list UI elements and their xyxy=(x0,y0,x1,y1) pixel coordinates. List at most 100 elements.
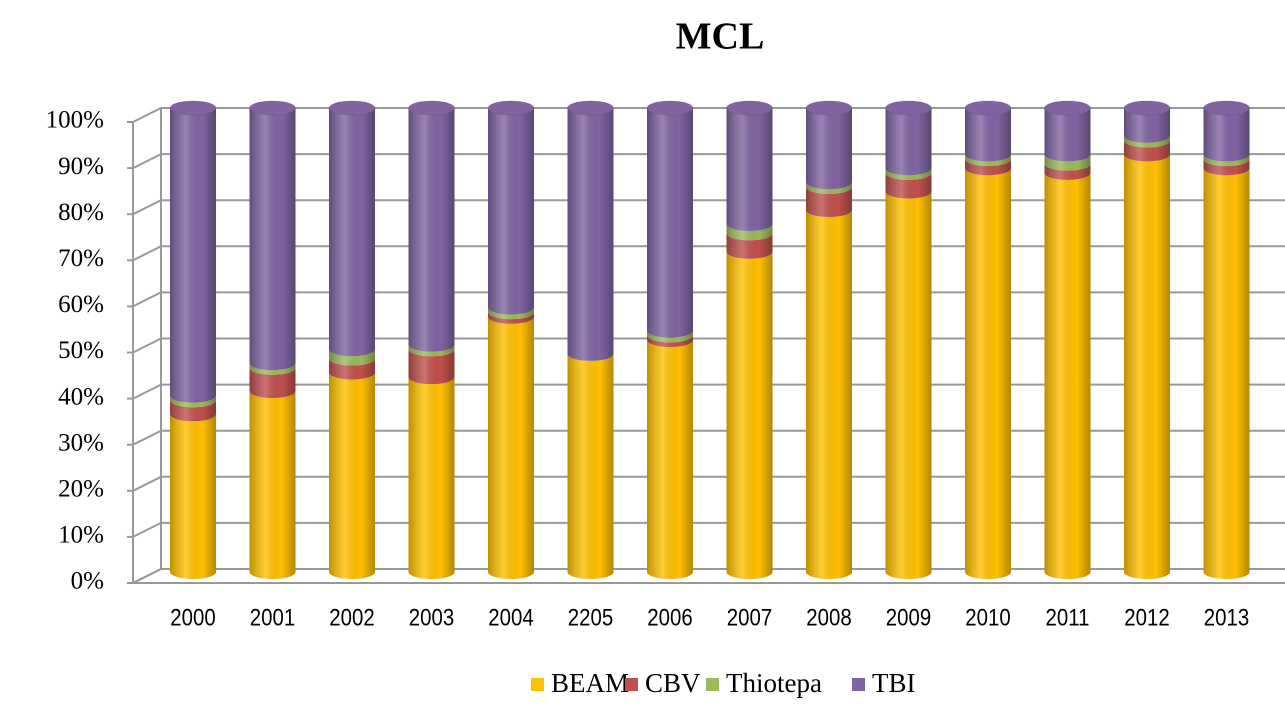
floor xyxy=(132,568,1285,584)
bar-shade xyxy=(965,159,1011,176)
bar-shade xyxy=(647,330,693,343)
grid-line xyxy=(132,475,1285,492)
bar-shade xyxy=(1203,168,1250,579)
cylinder-top xyxy=(885,100,932,116)
grid-line xyxy=(132,153,1285,169)
bar-shade xyxy=(647,340,693,579)
bar-shade xyxy=(885,191,932,579)
x-tick-label: 2002 xyxy=(329,604,374,631)
bar-shade xyxy=(488,312,534,324)
y-tick-label: 0% xyxy=(71,568,104,595)
legend-label: CBV xyxy=(645,668,701,698)
y-tick-label: 30% xyxy=(58,429,104,456)
cylinder-top xyxy=(567,100,614,116)
bar-shade xyxy=(965,168,1011,579)
bar-shade xyxy=(647,108,693,338)
bar-shade xyxy=(329,108,375,357)
cylinder-top xyxy=(1203,100,1250,116)
x-tick-label: 2205 xyxy=(568,604,613,631)
y-tick-label: 70% xyxy=(58,245,104,272)
bar-shade xyxy=(329,349,375,366)
y-tick-label: 20% xyxy=(58,476,104,503)
bar-shade xyxy=(1203,159,1250,176)
bar-shade xyxy=(488,307,534,320)
cylinder-top xyxy=(726,100,773,116)
legend-label: TBI xyxy=(872,668,916,698)
grid-line xyxy=(132,107,1285,123)
grid-line xyxy=(132,568,1285,584)
y-tick-label: 100% xyxy=(46,107,104,134)
grid-line xyxy=(132,521,1285,538)
cylinder-top xyxy=(1123,100,1171,116)
x-tick-label: 2013 xyxy=(1204,604,1249,631)
cylinder-top xyxy=(408,100,455,116)
bar-shade xyxy=(1203,154,1250,167)
bar-shade xyxy=(329,372,375,579)
bar-shade xyxy=(567,108,614,361)
bar-shade xyxy=(170,108,216,403)
cylinder-top xyxy=(1044,100,1091,116)
cylinder-top xyxy=(487,100,535,116)
grid-line xyxy=(132,337,1285,354)
bar-shade xyxy=(249,108,296,371)
bar-shade xyxy=(806,210,852,579)
bar-shade xyxy=(885,172,932,199)
bar-shade xyxy=(249,391,296,579)
bar-shade xyxy=(965,154,1011,167)
cylinder-top xyxy=(328,100,376,116)
bar-shade xyxy=(806,186,852,218)
bar-shade xyxy=(1124,140,1170,162)
bar-shade xyxy=(885,108,932,176)
bar-shade xyxy=(726,233,773,259)
bar-shade xyxy=(249,363,296,375)
bar-shade xyxy=(567,353,614,579)
x-tick-label: 2000 xyxy=(170,604,215,631)
y-tick-label: 90% xyxy=(58,153,104,180)
bar-shade xyxy=(1044,172,1091,579)
bar-shade xyxy=(726,251,773,579)
x-tick-label: 2001 xyxy=(250,604,295,631)
grid-line xyxy=(132,383,1285,400)
bar-shade xyxy=(965,108,1011,162)
cylinder-top xyxy=(646,100,694,116)
y-tick-label: 80% xyxy=(58,199,104,226)
x-tick-label: 2012 xyxy=(1124,604,1169,631)
bar-shade xyxy=(249,367,296,399)
bar-shade xyxy=(408,377,455,579)
cylinder-top xyxy=(805,100,853,116)
x-tick-label: 2004 xyxy=(488,604,533,631)
bar-shade xyxy=(488,316,534,579)
bar-shade xyxy=(1044,154,1091,171)
chart-title: MCL xyxy=(676,16,765,58)
bar-shade xyxy=(1124,135,1170,148)
x-tick-label: 2009 xyxy=(886,604,931,631)
x-tick-label: 2003 xyxy=(409,604,454,631)
cylinder-top xyxy=(964,100,1012,116)
grid-line xyxy=(132,245,1285,262)
legend-swatch xyxy=(625,678,638,691)
y-tick-label: 40% xyxy=(58,383,104,410)
x-tick-label: 2011 xyxy=(1046,604,1090,631)
bar-shade xyxy=(726,108,773,231)
bar-shade xyxy=(1124,108,1170,143)
legend-label: Thiotepa xyxy=(726,668,822,698)
y-tick-label: 50% xyxy=(58,337,104,364)
bar-shade xyxy=(329,358,375,380)
grid-line xyxy=(132,291,1285,308)
x-tick-label: 2010 xyxy=(965,604,1010,631)
bar-shade xyxy=(1044,108,1091,162)
y-tick-label: 10% xyxy=(58,522,104,549)
legend-swatch xyxy=(852,678,865,691)
cylinder-top xyxy=(249,100,296,116)
bar-shade xyxy=(170,395,216,408)
x-tick-label: 2006 xyxy=(647,604,692,631)
bar-shade xyxy=(806,182,852,194)
bar-shade xyxy=(647,335,693,347)
bar-shade xyxy=(885,168,932,180)
bar-shade xyxy=(408,108,455,352)
bar-shade xyxy=(408,344,455,357)
bar-shade xyxy=(170,400,216,422)
legend-swatch xyxy=(706,678,719,691)
bar-shade xyxy=(1203,108,1250,162)
